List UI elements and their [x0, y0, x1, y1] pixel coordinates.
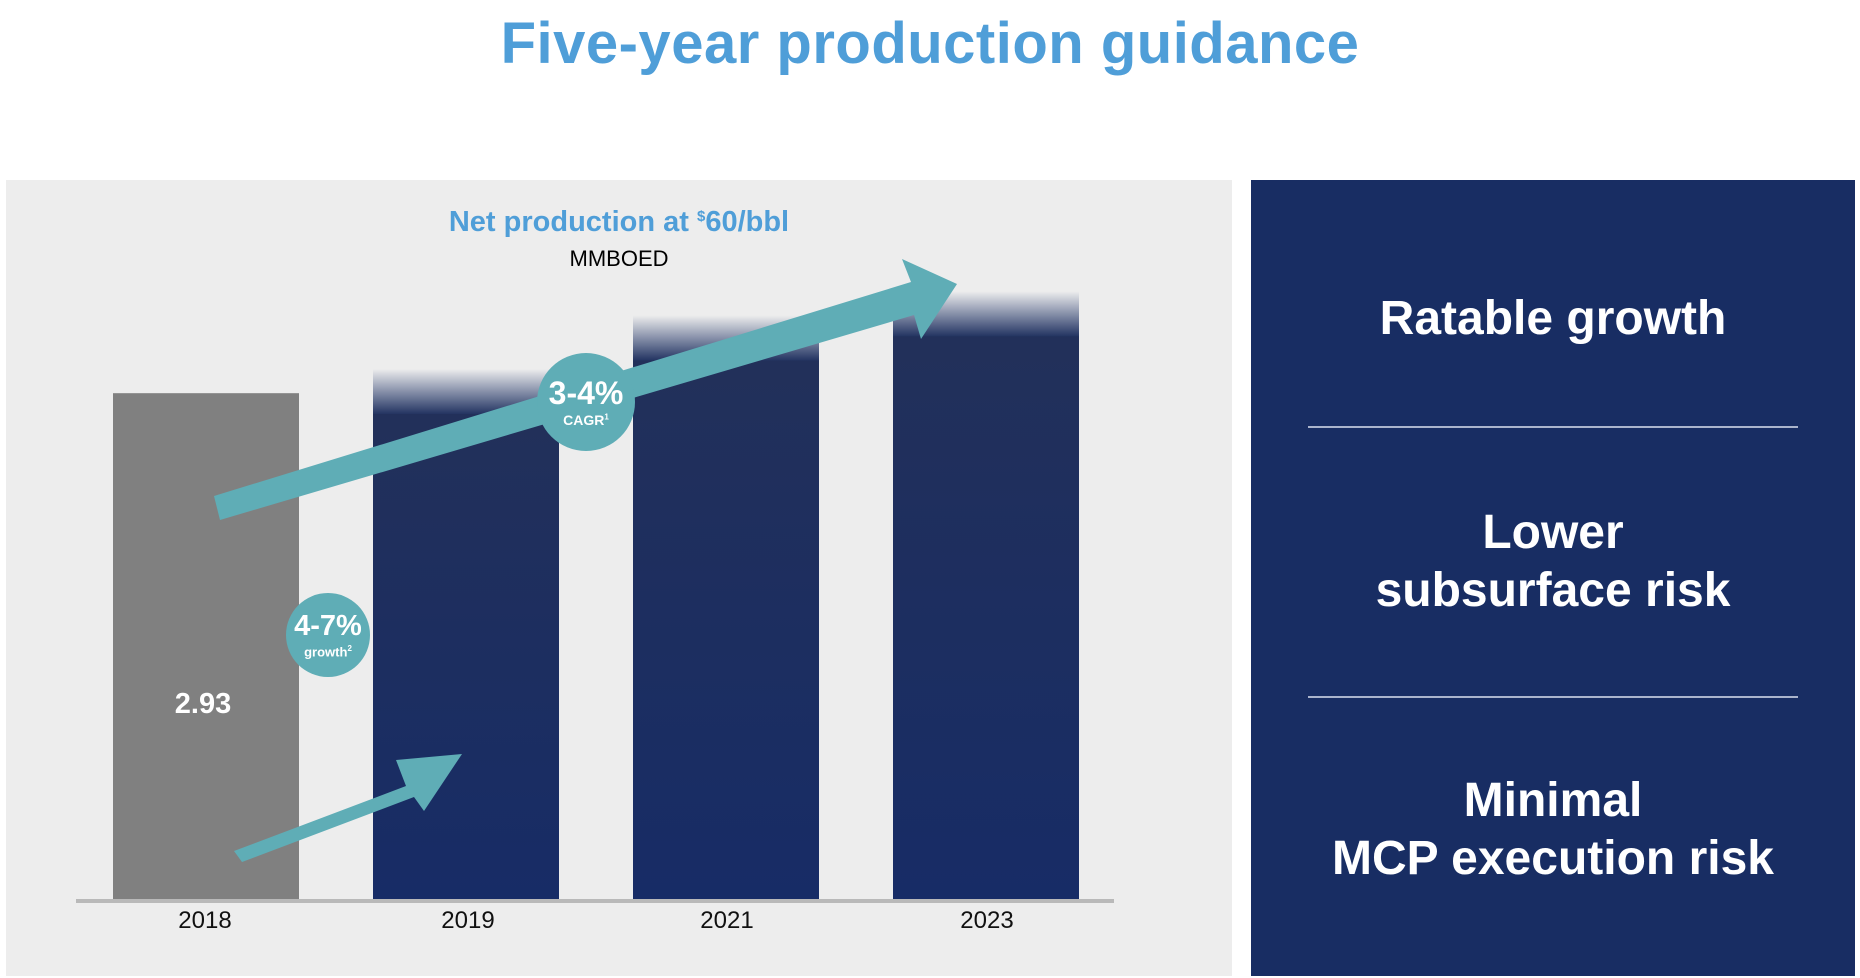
x-tick-2023: 2023: [960, 907, 1014, 934]
message-ratable-growth: Ratable growth: [1379, 292, 1727, 345]
chart-plot: [76, 259, 1114, 903]
bar-2018: [113, 393, 299, 899]
x-tick-2021: 2021: [700, 907, 754, 934]
growth-badge: 4-7% growth2: [286, 593, 370, 677]
chart-title: Net production at $60/bbl: [448, 206, 790, 238]
bar-2023: [893, 291, 1079, 899]
x-tick-2019: 2019: [441, 907, 495, 934]
message-subsurface-risk: Lower subsurface risk: [1375, 506, 1731, 617]
data-label-2018: 2.93: [174, 688, 232, 720]
chart-subtitle: MMBOED: [569, 246, 669, 271]
production-chart: Net production at $60/bbl MMBOED 2.93 4-…: [6, 180, 1232, 976]
bar-2019: [373, 369, 559, 899]
message-execution-risk: Minimal MCP execution risk: [1332, 774, 1774, 885]
page-title: Five-year production guidance: [500, 11, 1360, 76]
bar-2021: [633, 315, 819, 899]
x-tick-2018: 2018: [178, 907, 232, 934]
divider-2: [1308, 696, 1798, 698]
divider-1: [1308, 426, 1798, 428]
key-messages-panel: Ratable growth Lower subsurface risk Min…: [1251, 180, 1855, 976]
short-term-growth-arrow: [234, 754, 462, 862]
cagr-badge: 3-4% CAGR1: [537, 353, 635, 451]
